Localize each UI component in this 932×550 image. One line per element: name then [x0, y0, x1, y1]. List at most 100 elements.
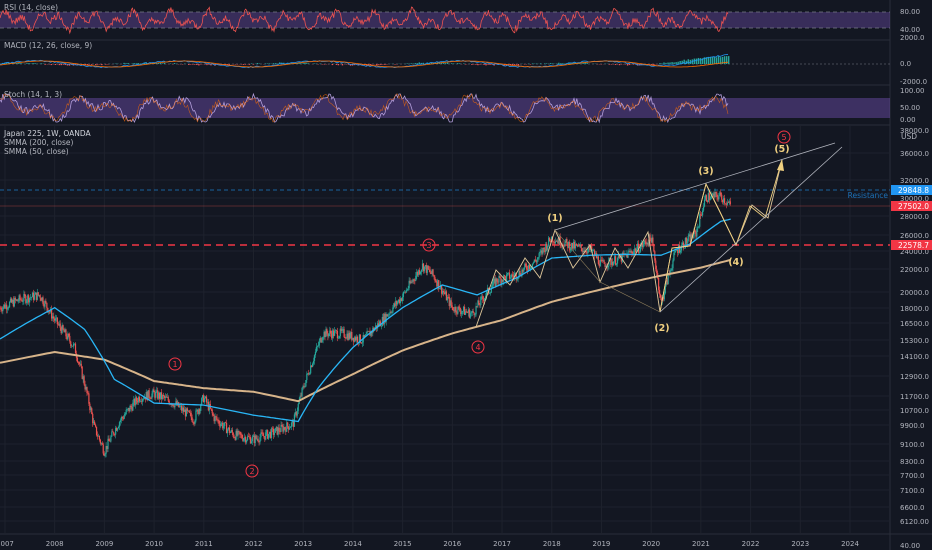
macd-hist-bar: [380, 64, 382, 65]
macd-hist-bar: [58, 64, 61, 66]
candle-body: [504, 275, 506, 277]
macd-hist-bar: [430, 62, 433, 64]
candle-body: [476, 306, 478, 307]
candle-body: [274, 428, 276, 433]
time-tick-label: 2023: [791, 540, 809, 548]
candle-body: [73, 343, 75, 347]
candle-body: [550, 241, 552, 243]
resistance-price: 29848.8: [898, 186, 929, 195]
candle-body: [444, 291, 447, 294]
macd-hist-bar: [18, 62, 20, 64]
candle-body: [517, 277, 519, 280]
candle-body: [568, 242, 570, 248]
candle-body: [127, 407, 129, 410]
candle-body: [613, 261, 615, 266]
macd-hist-bar: [305, 62, 307, 64]
candle-body: [282, 426, 284, 432]
candle-body: [85, 387, 87, 390]
rsi-band: [0, 12, 890, 28]
macd-hist-bar: [669, 62, 671, 64]
candle-body: [355, 336, 358, 341]
candle-body: [201, 398, 203, 406]
candle-body: [344, 336, 346, 339]
candle-body: [398, 299, 400, 302]
candle-body: [640, 243, 643, 247]
macd-hist-bar: [6, 62, 8, 64]
candle-body: [525, 263, 527, 266]
candle-body: [576, 244, 578, 247]
candle-body: [403, 291, 405, 293]
candle-body: [308, 373, 310, 375]
candle-body: [708, 193, 710, 201]
candle-body: [630, 251, 632, 253]
candle-body: [413, 279, 415, 281]
candle-body: [616, 258, 619, 264]
candle-body: [642, 244, 644, 247]
candle-body: [384, 313, 386, 322]
candle-body: [500, 277, 502, 284]
candle-body: [420, 269, 423, 272]
candle-body: [724, 203, 727, 205]
candle-body: [230, 429, 232, 432]
elliott-wave-drawing[interactable]: [475, 142, 843, 328]
candle-body: [111, 431, 113, 437]
candle-body: [717, 197, 719, 200]
candle-body: [214, 416, 216, 422]
candle-body: [242, 438, 244, 441]
time-tick-label: 2018: [543, 540, 561, 548]
circled-wave-2-label: 2: [249, 467, 254, 476]
candle-body: [700, 214, 702, 216]
candle-body: [437, 280, 439, 287]
candle-body: [602, 260, 604, 262]
candle-body: [546, 243, 548, 250]
candle-body: [400, 298, 403, 301]
price-tick-label: 6600.0: [900, 504, 925, 512]
time-tick-label: 2017: [493, 540, 511, 548]
candle-body: [600, 259, 602, 261]
macd-hist-bar: [420, 62, 423, 64]
candle-body: [305, 380, 307, 387]
candle-body: [726, 202, 729, 205]
candle-body: [538, 253, 540, 258]
candle-body: [241, 434, 243, 439]
candle-body: [195, 410, 197, 421]
candle-body: [565, 238, 567, 243]
macd-hist-bar: [582, 62, 584, 64]
macd-hist-bar: [68, 64, 71, 66]
candle-body: [262, 433, 264, 436]
circled-wave-1-label: 1: [172, 360, 177, 369]
candle-body: [710, 195, 712, 199]
candle-body: [714, 192, 716, 198]
candle-body: [391, 312, 393, 314]
candle-body: [672, 260, 674, 269]
candle-body: [474, 314, 476, 316]
candle-body: [5, 304, 7, 309]
candle-body: [493, 278, 495, 281]
macd-hist-bar: [347, 64, 350, 65]
macd-hist-bar: [422, 62, 425, 64]
candle-body: [79, 363, 81, 365]
candle-body: [548, 237, 550, 246]
time-tick-label: 2008: [46, 540, 64, 548]
candle-body: [65, 329, 67, 337]
candle-body: [277, 427, 279, 435]
candle-body: [19, 295, 21, 300]
price-tick-label: 7100.0: [900, 487, 925, 495]
candle-body: [68, 333, 70, 336]
resistance-price-badge: 29848.8: [891, 185, 932, 195]
candle-body: [696, 228, 698, 237]
candle-body: [352, 337, 354, 340]
candle-body: [23, 293, 25, 302]
candle-body: [311, 365, 313, 368]
candle-body: [340, 328, 342, 331]
candle-body: [60, 327, 62, 334]
candle-body: [24, 293, 26, 296]
candle-body: [256, 438, 258, 440]
candle-body: [615, 256, 617, 265]
candle-body: [268, 431, 271, 434]
price-tick-label: 32000.0: [900, 177, 929, 185]
candle-body: [161, 395, 164, 400]
stoch-tick-0: 0.00: [900, 116, 916, 124]
candle-body: [662, 297, 665, 300]
